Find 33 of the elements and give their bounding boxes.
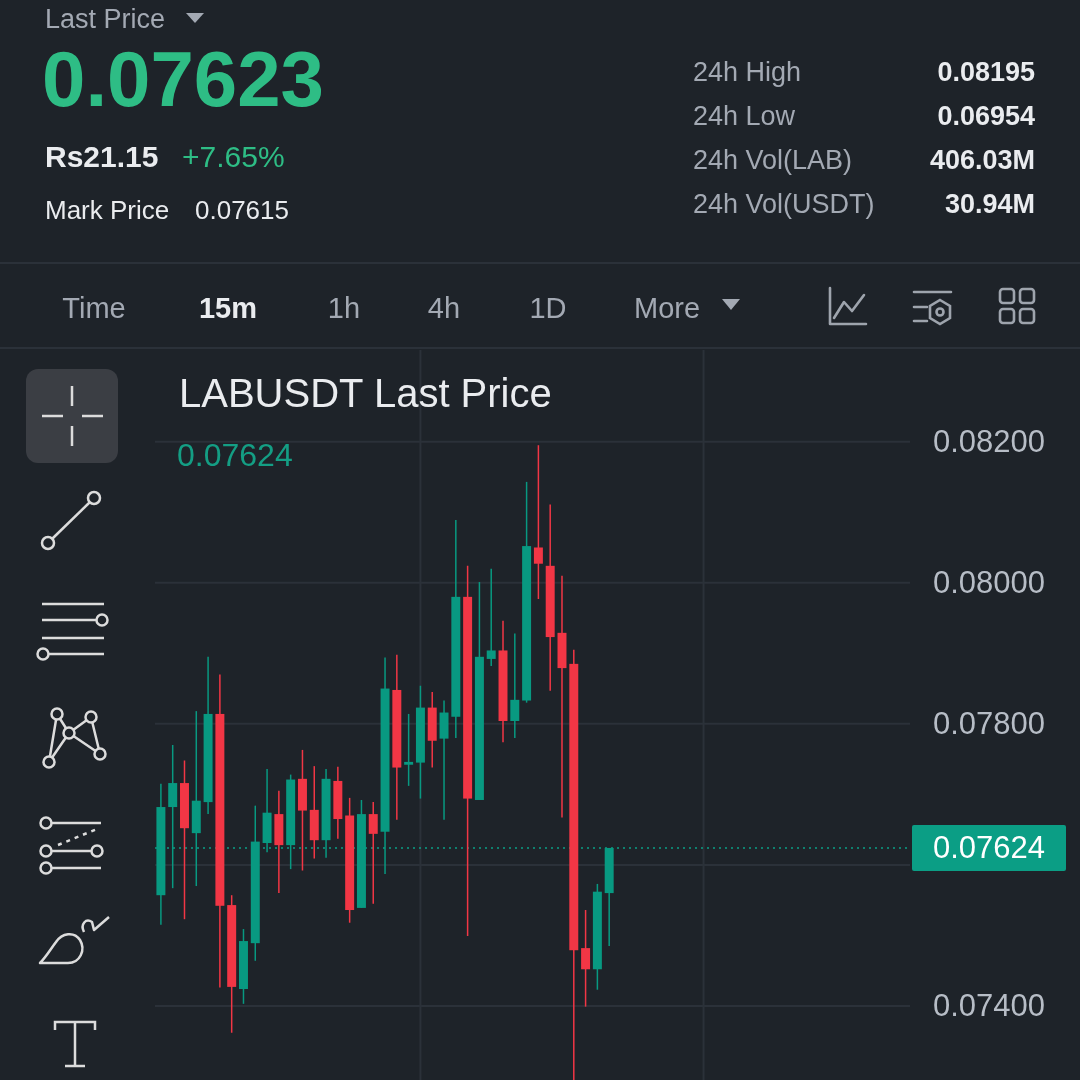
text: 1h — [327, 292, 361, 324]
text: 4h — [427, 292, 461, 324]
text: 24h High — [693, 57, 802, 87]
text: 24h Low — [693, 101, 796, 131]
text: Time — [62, 292, 126, 324]
candlestick — [533, 444, 543, 600]
ref-line-label: 0.07624 — [933, 830, 1046, 866]
text: 0.06954 — [937, 101, 1035, 131]
y-tick-label: 0.07400 — [933, 988, 1046, 1024]
text: 30.94M — [944, 189, 1035, 219]
text: 1D — [529, 292, 567, 324]
text: LABUSDT Last Price — [179, 371, 552, 415]
candlestick — [368, 801, 378, 905]
text: 0.07623 — [42, 35, 324, 123]
text: 0.08195 — [937, 57, 1035, 87]
y-tick-label: 0.08000 — [933, 565, 1046, 601]
text: More — [634, 292, 701, 324]
candlestick — [510, 632, 520, 739]
text: Last Price — [45, 4, 166, 34]
text: Rs21.15 — [45, 140, 159, 173]
candlestick — [404, 713, 414, 787]
text: Mark Price — [45, 195, 170, 225]
text: 0.07615 — [195, 195, 289, 225]
text: 24h Vol(USDT) — [693, 189, 875, 219]
text: 15m — [198, 292, 258, 324]
text: 406.03M — [929, 145, 1035, 175]
candlestick — [581, 909, 591, 1008]
text: 24h Vol(LAB) — [693, 145, 853, 175]
y-tick-label: 0.08200 — [933, 424, 1046, 460]
text: +7.65% — [182, 140, 285, 173]
y-tick-label: 0.07800 — [933, 706, 1046, 742]
text: 0.07624 — [177, 437, 293, 473]
candlestick — [486, 567, 496, 667]
